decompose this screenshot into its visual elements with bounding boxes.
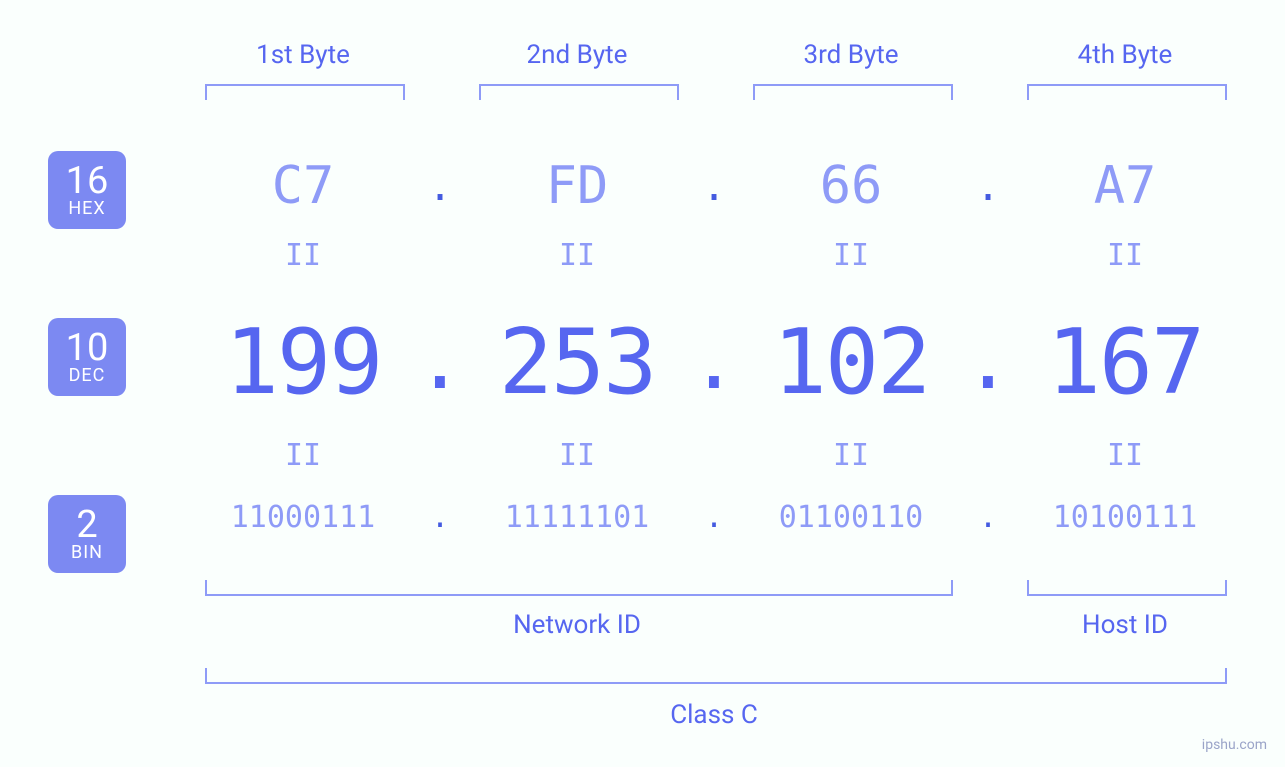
dec-byte-3: 102: [721, 310, 981, 415]
badge-dec-num: 10: [66, 329, 109, 369]
dec-dot-1: .: [410, 314, 470, 407]
badge-hex-num: 16: [66, 162, 109, 202]
badge-hex-label: HEX: [68, 200, 105, 219]
bracket-top-3: [753, 84, 953, 100]
badge-bin-label: BIN: [71, 544, 103, 563]
watermark: ipshu.com: [1202, 737, 1267, 753]
byte-label-4: 4th Byte: [1025, 40, 1225, 70]
eq1-byte-1: II: [263, 238, 343, 273]
hex-byte-2: FD: [477, 156, 677, 216]
bracket-host-id: [1027, 580, 1227, 596]
hex-dot-2: .: [694, 164, 734, 210]
label-network-id: Network ID: [457, 610, 697, 640]
hex-byte-3: 66: [751, 156, 951, 216]
eq1-byte-2: II: [537, 238, 617, 273]
bracket-top-4: [1027, 84, 1227, 100]
dec-byte-1: 199: [173, 310, 433, 415]
bin-dot-2: .: [694, 500, 734, 535]
bin-byte-3: 01100110: [731, 500, 971, 535]
byte-label-2: 2nd Byte: [477, 40, 677, 70]
badge-dec-label: DEC: [69, 367, 106, 386]
bin-dot-3: .: [968, 500, 1008, 535]
hex-byte-4: A7: [1025, 156, 1225, 216]
eq1-byte-4: II: [1085, 238, 1165, 273]
bin-byte-2: 11111101: [457, 500, 697, 535]
bracket-network-id: [205, 580, 953, 596]
eq2-byte-4: II: [1085, 438, 1165, 473]
badge-dec: 10 DEC: [48, 318, 126, 396]
bin-byte-4: 10100111: [1005, 500, 1245, 535]
dec-byte-4: 167: [995, 310, 1255, 415]
bin-dot-1: .: [420, 500, 460, 535]
eq1-byte-3: II: [811, 238, 891, 273]
bracket-class: [205, 668, 1227, 684]
bracket-top-1: [205, 84, 405, 100]
hex-dot-3: .: [968, 164, 1008, 210]
eq2-byte-3: II: [811, 438, 891, 473]
byte-label-3: 3rd Byte: [751, 40, 951, 70]
bin-byte-1: 11000111: [183, 500, 423, 535]
dec-byte-2: 253: [447, 310, 707, 415]
dec-dot-3: .: [958, 314, 1018, 407]
badge-bin: 2 BIN: [48, 495, 126, 573]
hex-dot-1: .: [420, 164, 460, 210]
hex-byte-1: C7: [203, 156, 403, 216]
bracket-top-2: [479, 84, 679, 100]
dec-dot-2: .: [684, 314, 744, 407]
label-host-id: Host ID: [1025, 610, 1225, 640]
eq2-byte-1: II: [263, 438, 343, 473]
eq2-byte-2: II: [537, 438, 617, 473]
badge-hex: 16 HEX: [48, 151, 126, 229]
badge-bin-num: 2: [76, 506, 97, 546]
byte-label-1: 1st Byte: [203, 40, 403, 70]
label-class: Class C: [614, 700, 814, 730]
